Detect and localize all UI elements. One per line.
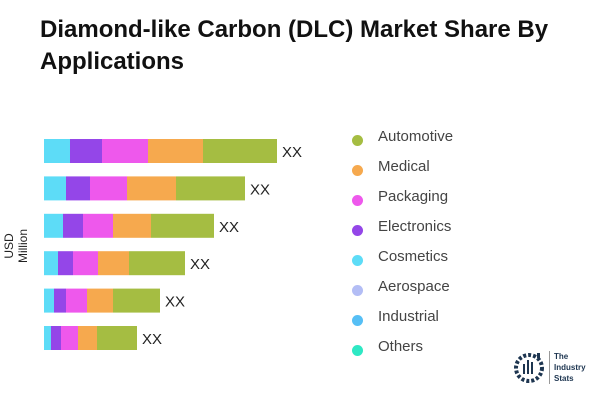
- bar-segment-electronics: [70, 139, 102, 163]
- legend-item: Industrial: [352, 307, 439, 326]
- legend-swatch: [352, 135, 363, 146]
- bar-segment-cosmetics: [44, 139, 70, 163]
- bar-segment-packaging: [66, 288, 87, 313]
- bar-segment-automotive: [176, 176, 245, 201]
- bar-segment-electronics: [51, 326, 61, 350]
- legend-swatch: [352, 225, 363, 236]
- legend-label: Electronics: [378, 218, 452, 235]
- bar-segment-automotive: [203, 139, 277, 163]
- logo: The Industry Stats: [512, 350, 586, 384]
- legend-label: Packaging: [378, 188, 449, 205]
- legend-item: Cosmetics: [352, 247, 448, 266]
- bar-segment-packaging: [102, 139, 148, 163]
- legend-item: Others: [352, 337, 423, 356]
- legend-label: Industrial: [378, 308, 439, 325]
- bar-segment-automotive: [129, 251, 185, 276]
- chart-title: Diamond-like Carbon (DLC) Market Share B…: [40, 16, 549, 75]
- data-label: XX: [219, 219, 239, 236]
- legend-swatch: [352, 255, 363, 266]
- legend-item: Packaging: [352, 187, 448, 206]
- bar-segment-cosmetics: [44, 251, 58, 276]
- bar-segment-packaging: [83, 213, 113, 238]
- legend-swatch: [352, 195, 363, 206]
- legend-swatch: [352, 345, 363, 356]
- data-label: XX: [282, 144, 302, 161]
- legend-label: Automotive: [378, 128, 454, 145]
- bar-segment-medical: [148, 139, 203, 163]
- legend-item: Electronics: [352, 217, 451, 236]
- bar-segment-automotive: [113, 288, 160, 313]
- legend-label: Cosmetics: [378, 248, 449, 265]
- legend-item: Medical: [352, 157, 430, 176]
- data-label: XX: [190, 256, 210, 273]
- bar-segment-electronics: [66, 176, 90, 201]
- bar-segment-medical: [98, 251, 129, 276]
- bar-segment-packaging: [73, 251, 98, 276]
- bar-segment-electronics: [58, 251, 73, 276]
- bar-segment-medical: [78, 326, 97, 350]
- bar-segment-packaging: [90, 176, 127, 201]
- bar-segment-electronics: [54, 288, 66, 313]
- bar-segment-cosmetics: [44, 176, 66, 201]
- legend-swatch: [352, 165, 363, 176]
- data-label: XX: [250, 181, 270, 198]
- logo-gear-icon: [514, 353, 544, 383]
- data-label: XX: [142, 331, 162, 348]
- bar-segment-packaging: [61, 326, 78, 350]
- bar-segment-medical: [113, 213, 151, 238]
- bar-segment-medical: [87, 288, 113, 313]
- bar-segment-cosmetics: [44, 213, 63, 238]
- bar-segment-cosmetics: [44, 326, 51, 350]
- logo-text: The Industry Stats: [549, 350, 586, 384]
- legend-swatch: [352, 285, 363, 296]
- legend-label: Others: [378, 338, 424, 355]
- bar-segment-automotive: [97, 326, 137, 350]
- data-label: XX: [165, 294, 185, 311]
- bar-segment-cosmetics: [44, 288, 54, 313]
- bar-segment-automotive: [151, 213, 214, 238]
- bar-segment-medical: [127, 176, 176, 201]
- legend-label: Medical: [378, 158, 430, 175]
- legend-item: Automotive: [352, 127, 453, 146]
- legend-swatch: [352, 315, 363, 326]
- bar-segment-electronics: [63, 213, 83, 238]
- legend-label: Aerospace: [378, 278, 450, 295]
- legend-item: Aerospace: [352, 277, 450, 296]
